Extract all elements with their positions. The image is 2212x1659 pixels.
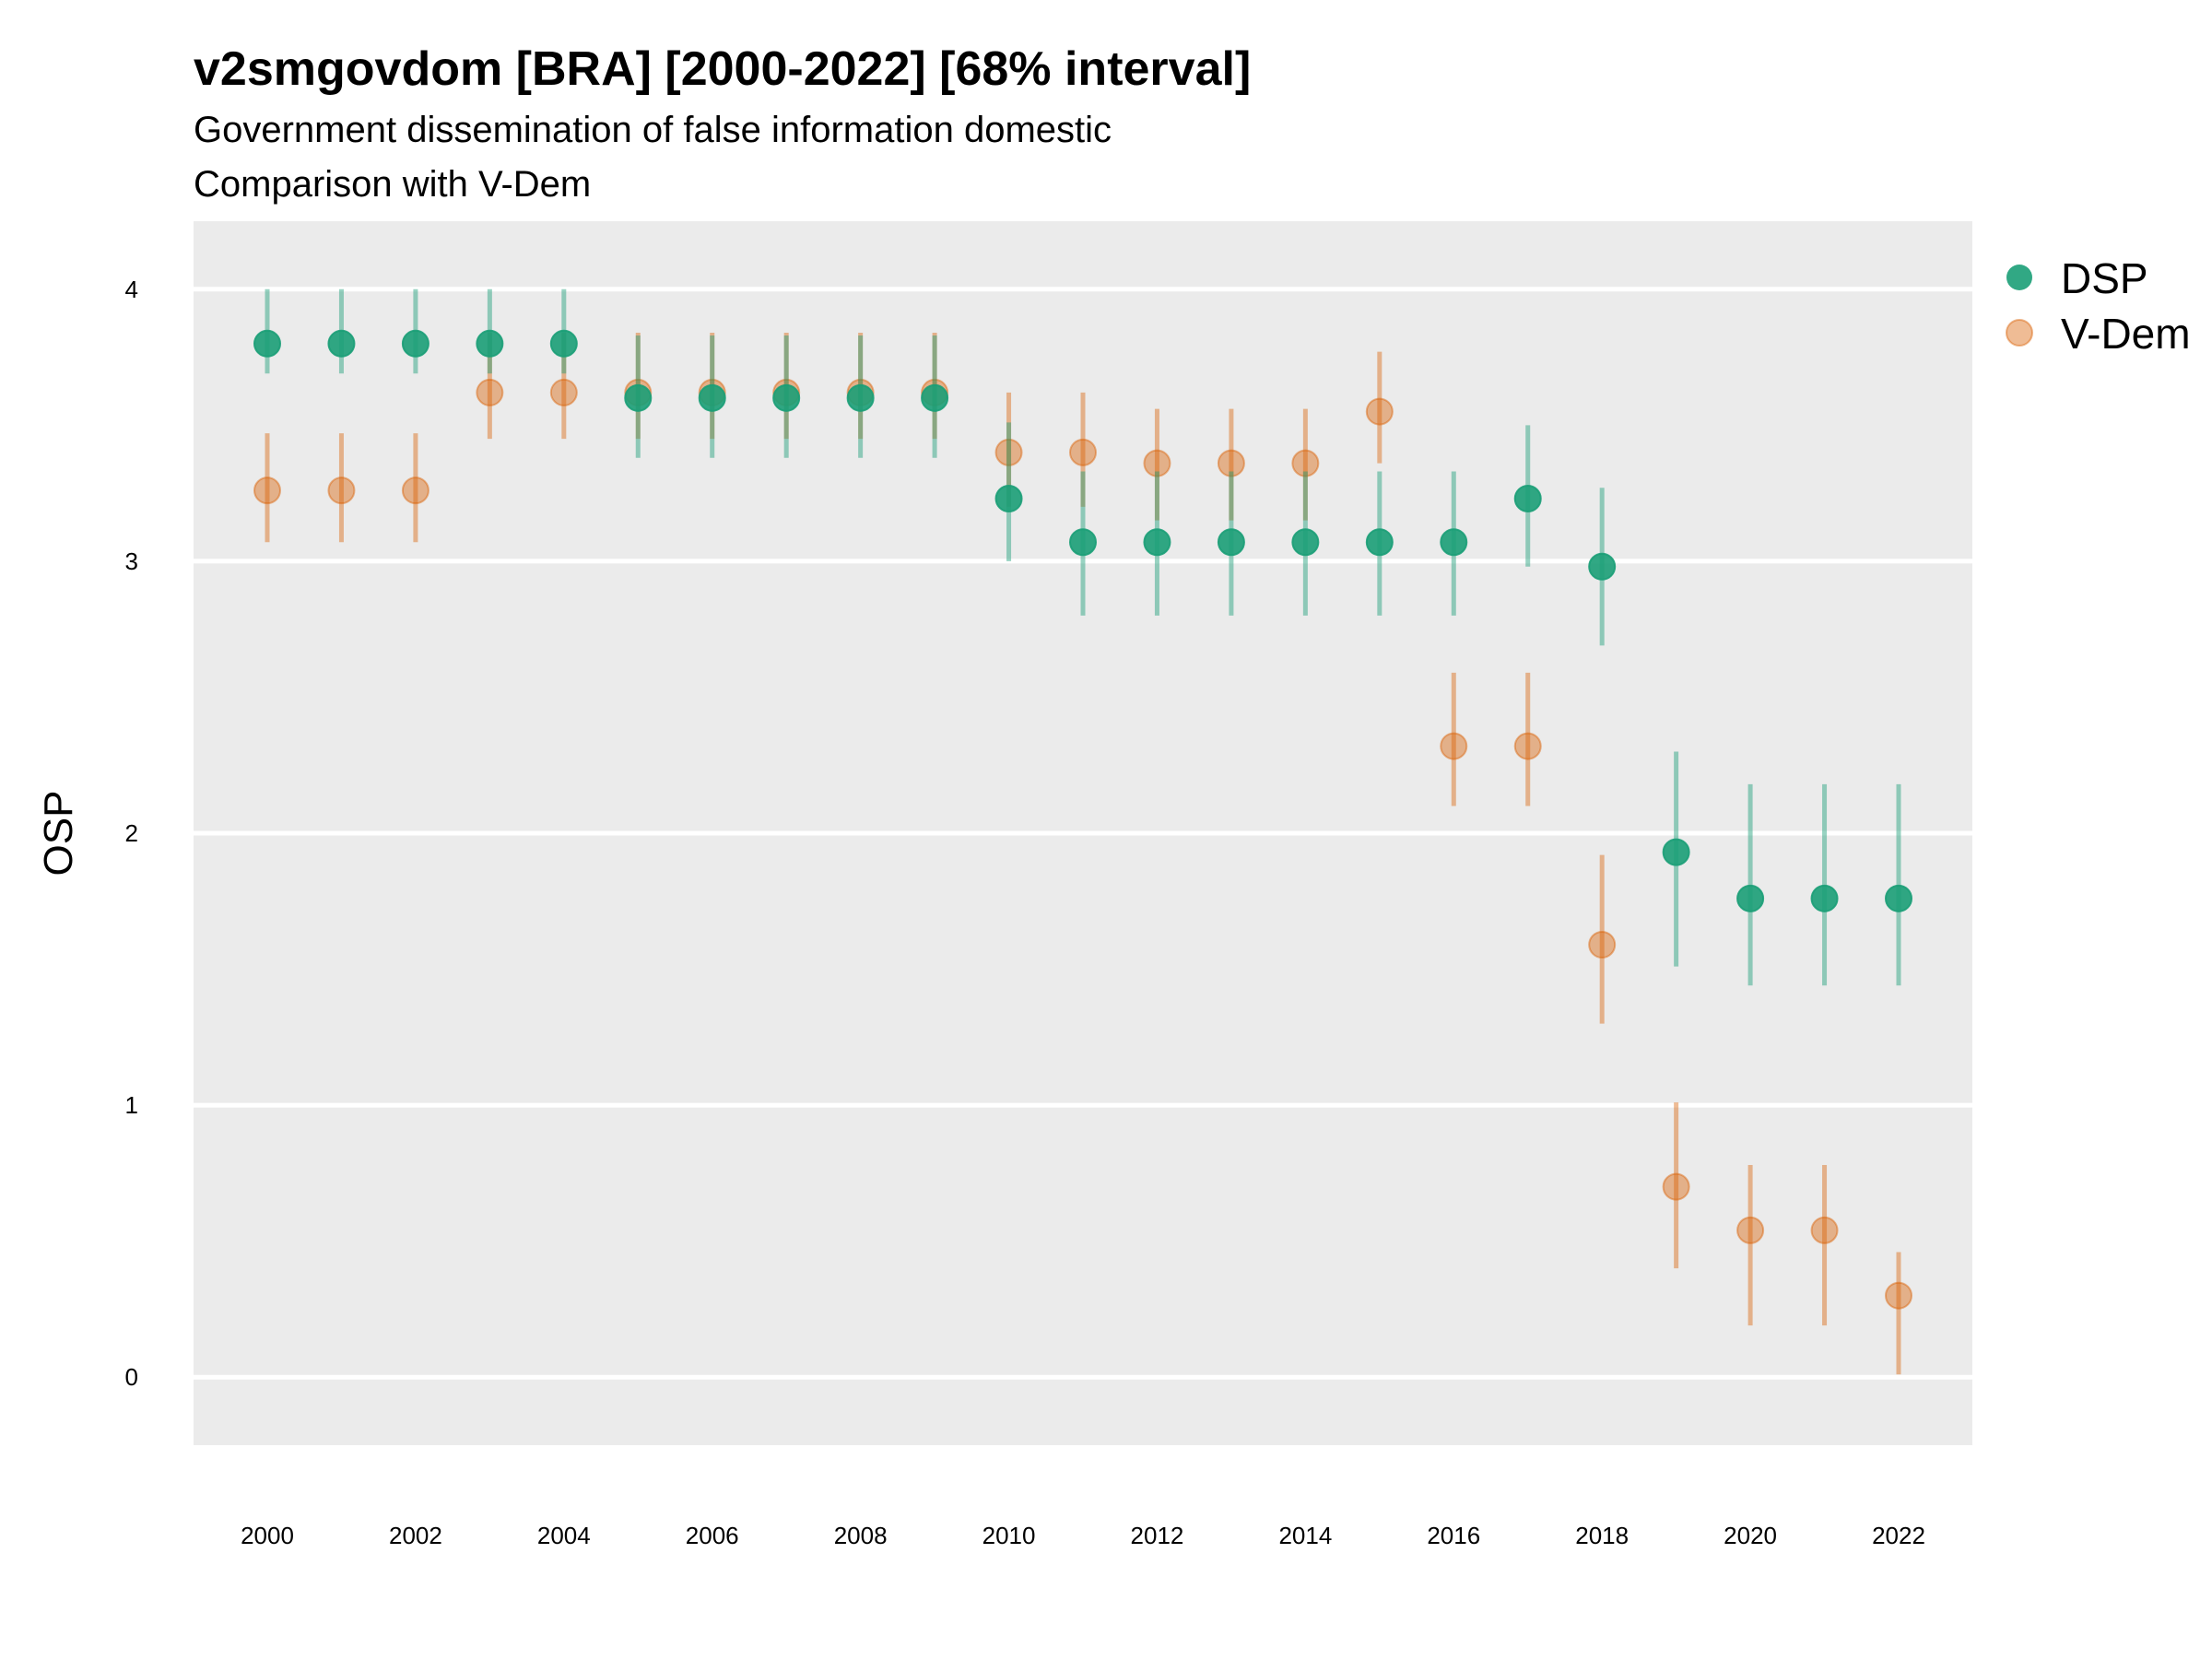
dsp-point-2008 (846, 383, 875, 412)
dsp-point-2016 (1440, 528, 1468, 557)
vdem-point-2019 (1662, 1172, 1690, 1201)
dsp-point-2013 (1217, 528, 1245, 557)
dsp-point-2015 (1365, 528, 1394, 557)
x-tick-label-2004: 2004 (537, 1522, 591, 1549)
dsp-point-2002 (401, 329, 429, 358)
vdem-point-2013 (1217, 449, 1245, 477)
series-vdem (253, 332, 1912, 1375)
vdem-point-2004 (549, 378, 578, 406)
x-tick-label-2014: 2014 (1278, 1522, 1332, 1549)
y-tick-label-1: 1 (125, 1091, 138, 1119)
x-tick-label-2022: 2022 (1872, 1522, 1925, 1549)
y-tick-label-4: 4 (125, 276, 138, 303)
vdem-point-2003 (476, 378, 504, 406)
series-layer (253, 288, 1912, 1375)
legend-vdem-label: V-Dem (2061, 310, 2191, 358)
dsp-point-2019 (1662, 838, 1690, 866)
y-tick-label-3: 3 (125, 547, 138, 575)
vdem-point-2015 (1365, 397, 1394, 426)
chart-subtitle-line-1: Government dissemination of false inform… (194, 110, 1112, 150)
vdem-point-2021 (1810, 1216, 1839, 1244)
series-dsp (253, 288, 1912, 986)
dsp-point-2001 (327, 329, 356, 358)
x-tick-label-2018: 2018 (1575, 1522, 1629, 1549)
vdem-point-2002 (401, 477, 429, 505)
dsp-point-2022 (1885, 884, 1912, 912)
dsp-point-2014 (1291, 528, 1320, 557)
legend-item-dsp: DSP (2006, 254, 2148, 302)
vdem-point-2018 (1588, 930, 1617, 959)
dsp-point-2018 (1588, 552, 1617, 581)
vdem-point-2011 (1069, 438, 1097, 466)
chart-subtitle-line-2: Comparison with V-Dem (194, 164, 591, 205)
legend-dsp-marker (2006, 265, 2032, 290)
legend-item-vdem: V-Dem (2006, 310, 2191, 358)
vdem-point-2012 (1143, 449, 1171, 477)
dsp-point-2004 (549, 329, 578, 358)
vdem-point-2000 (253, 477, 281, 505)
x-tick-label-2008: 2008 (834, 1522, 888, 1549)
y-tick-label-2: 2 (125, 819, 138, 847)
dsp-point-2005 (624, 383, 653, 412)
vdem-point-2022 (1885, 1281, 1912, 1310)
x-tick-label-2010: 2010 (982, 1522, 1036, 1549)
dsp-point-2012 (1143, 528, 1171, 557)
vdem-point-2020 (1736, 1216, 1765, 1244)
gridlines (194, 287, 1972, 1380)
x-axis-ticks: 2000 2002 2004 2006 2008 2010 2012 2014 2016 2018… (241, 1522, 1925, 1549)
dsp-point-2003 (476, 329, 504, 358)
dsp-point-2020 (1736, 884, 1765, 912)
x-tick-label-2002: 2002 (389, 1522, 442, 1549)
vdem-point-2014 (1291, 449, 1320, 477)
dsp-point-2021 (1810, 884, 1839, 912)
y-tick-label-0: 0 (125, 1363, 138, 1391)
dsp-point-2007 (772, 383, 801, 412)
dsp-point-2009 (921, 383, 949, 412)
vdem-point-2016 (1440, 732, 1468, 760)
dsp-point-2010 (994, 485, 1023, 513)
x-tick-label-2000: 2000 (241, 1522, 294, 1549)
y-axis-ticks: 0 1 2 3 4 (125, 276, 138, 1391)
x-tick-label-2012: 2012 (1131, 1522, 1184, 1549)
x-tick-label-2020: 2020 (1724, 1522, 1777, 1549)
vdem-point-2001 (327, 477, 356, 505)
dsp-point-2000 (253, 329, 281, 358)
legend-dsp-label: DSP (2061, 254, 2148, 302)
x-tick-label-2016: 2016 (1427, 1522, 1480, 1549)
vdem-point-2017 (1513, 732, 1542, 760)
chart-title: v2smgovdom [BRA] [2000-2022] [68% interv… (194, 42, 1251, 96)
dsp-point-2017 (1513, 485, 1542, 513)
dsp-point-2006 (698, 383, 726, 412)
legend: DSP V-Dem (2006, 254, 2191, 358)
y-axis-title: OSP (36, 791, 81, 877)
dsp-point-2011 (1069, 528, 1097, 557)
x-tick-label-2006: 2006 (686, 1522, 739, 1549)
legend-vdem-marker (2006, 319, 2033, 347)
vdem-point-2010 (994, 438, 1023, 466)
